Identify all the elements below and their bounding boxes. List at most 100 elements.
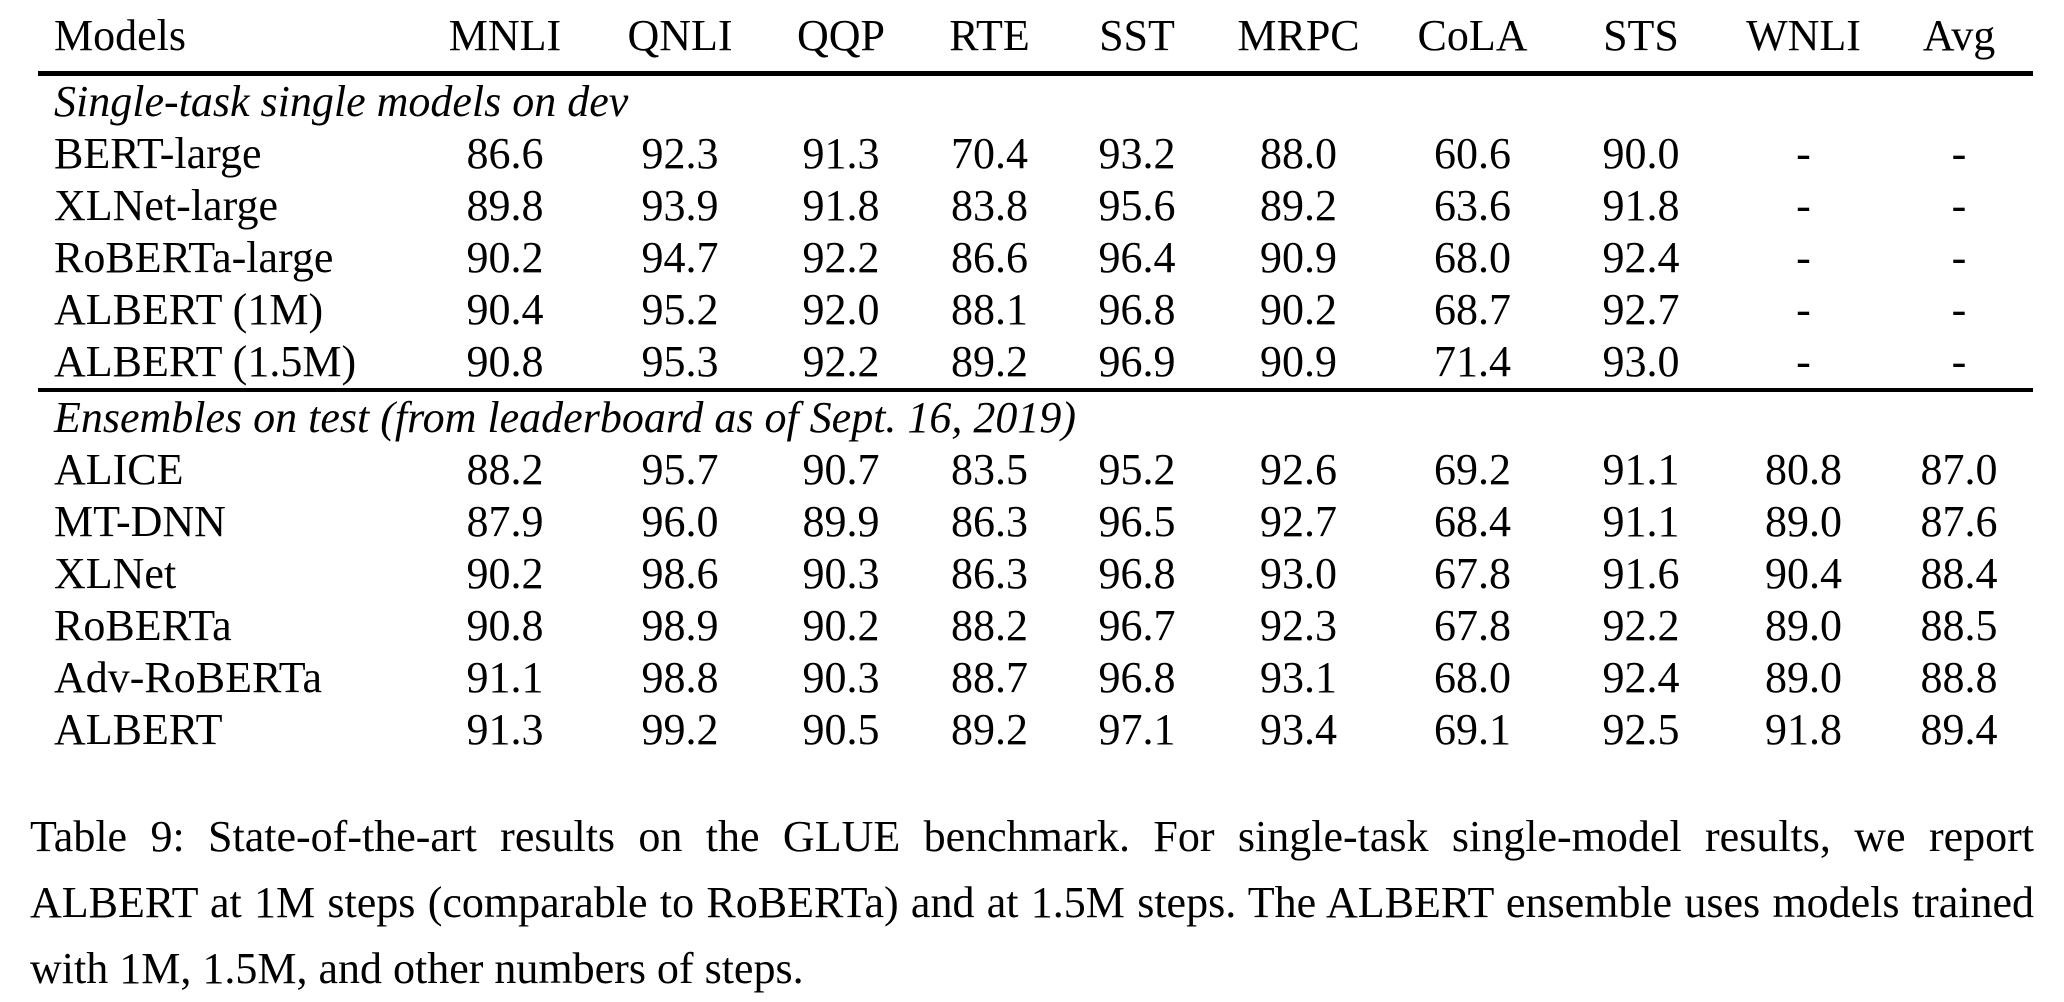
value-cell: 90.4	[466, 285, 544, 334]
value-cell: 90.9	[1260, 233, 1337, 282]
model-name-cell: ALICE	[54, 445, 184, 494]
value-cell: 98.6	[641, 549, 719, 598]
value-cell: 92.4	[1602, 653, 1680, 702]
value-cell: 96.8	[1098, 549, 1176, 598]
value-cell: 92.2	[1602, 601, 1680, 650]
table-row: Adv-RoBERTa 91.1 98.8 90.3 88.7 96.8 93.1 68.0 9…	[38, 652, 2033, 704]
value-cell: 69.1	[1434, 705, 1511, 754]
value-cell: 90.2	[466, 233, 544, 282]
model-name-cell: RoBERTa-large	[54, 233, 334, 282]
value-cell: 96.7	[1098, 601, 1176, 650]
value-cell: 92.2	[765, 336, 917, 392]
value-cell: 88.5	[1920, 601, 1998, 650]
value-cell: 92.3	[641, 129, 719, 178]
value-cell: 97.1	[1098, 705, 1176, 754]
value-cell: 90.2	[802, 601, 880, 650]
table-body: Single-task single models on dev BERT-lar…	[38, 74, 2033, 757]
value-cell: 91.6	[1602, 549, 1680, 598]
value-cell: 95.7	[641, 445, 719, 494]
value-cell: 92.6	[1260, 445, 1337, 494]
value-cell: 68.7	[1434, 285, 1511, 334]
table-row: RoBERTa 90.8 98.9 90.2 88.2 96.7 92.3 67.8 92.2 8…	[38, 600, 2033, 652]
value-cell: 91.3	[802, 129, 880, 178]
model-name-cell: MT-DNN	[54, 497, 226, 546]
value-cell: 96.9	[1062, 336, 1212, 392]
table-row: RoBERTa-large 90.2 94.7 92.2 86.6 96.4 90.9 68.…	[38, 232, 2033, 284]
value-cell: 88.2	[951, 601, 1028, 650]
model-name-cell: XLNet-large	[54, 181, 278, 230]
model-name-cell: ALBERT	[54, 705, 223, 754]
table-row: ALICE 88.2 95.7 90.7 83.5 95.2 92.6 69.2 91.1 80.…	[38, 444, 2033, 496]
column-header-qqp: QQP	[765, 0, 917, 76]
value-cell: 91.3	[466, 705, 544, 754]
value-cell: 80.8	[1765, 445, 1842, 494]
paper-page: Models MNLI QNLI QQP RTE SST MRPC CoLA STS WNLI Av…	[30, 0, 2034, 993]
value-cell: 87.9	[466, 497, 544, 546]
value-cell: 91.1	[1602, 445, 1680, 494]
value-cell: 86.6	[466, 129, 544, 178]
value-cell: 83.8	[951, 181, 1028, 230]
value-cell: 89.9	[802, 497, 880, 546]
value-cell: 91.8	[1765, 705, 1842, 754]
value-cell: 94.7	[641, 233, 719, 282]
value-cell: -	[1951, 129, 1967, 178]
table-caption: Table 9: State-of-the-art results on the…	[30, 812, 2034, 993]
value-cell: 96.8	[1098, 653, 1176, 702]
model-name-cell: XLNet	[54, 549, 177, 598]
value-cell: 90.8	[466, 601, 544, 650]
value-cell: 91.8	[1602, 181, 1680, 230]
value-cell: 93.9	[641, 181, 719, 230]
value-cell: 93.0	[1560, 336, 1722, 392]
value-cell: 95.2	[1098, 445, 1176, 494]
value-cell: 90.9	[1212, 336, 1385, 392]
table-row: XLNet-large 89.8 93.9 91.8 83.8 95.6 89.2 63.6 9…	[38, 180, 2033, 232]
column-header-rte: RTE	[917, 0, 1062, 76]
glue-results-table: Models MNLI QNLI QQP RTE SST MRPC CoLA STS WNLI Av…	[38, 0, 2033, 756]
value-cell: -	[1796, 129, 1811, 178]
value-cell: -	[1722, 336, 1885, 392]
value-cell: 60.6	[1434, 129, 1511, 178]
value-cell: 93.2	[1098, 129, 1176, 178]
value-cell: 87.0	[1920, 445, 1998, 494]
value-cell: 99.2	[641, 705, 719, 754]
value-cell: 69.2	[1434, 445, 1511, 494]
value-cell: 92.7	[1602, 285, 1680, 334]
column-header-cola: CoLA	[1385, 0, 1560, 76]
value-cell: 92.3	[1260, 601, 1337, 650]
value-cell: 88.4	[1920, 549, 1998, 598]
column-header-qnli: QNLI	[595, 0, 765, 76]
value-cell: 90.4	[1765, 549, 1842, 598]
value-cell: 87.6	[1920, 497, 1998, 546]
value-cell: 95.2	[641, 285, 719, 334]
value-cell: 96.5	[1098, 497, 1176, 546]
value-cell: -	[1951, 181, 1967, 230]
value-cell: 91.1	[466, 653, 544, 702]
value-cell: 89.8	[466, 181, 544, 230]
value-cell: 68.0	[1434, 653, 1511, 702]
value-cell: -	[1796, 285, 1811, 334]
value-cell: 96.4	[1098, 233, 1176, 282]
value-cell: 71.4	[1385, 336, 1560, 392]
value-cell: -	[1796, 233, 1811, 282]
value-cell: -	[1951, 233, 1967, 282]
value-cell: 89.0	[1765, 497, 1842, 546]
value-cell: 90.8	[415, 336, 595, 392]
table-row: MT-DNN 87.9 96.0 89.9 86.3 96.5 92.7 68.4 91.1 89…	[38, 496, 2033, 548]
value-cell: 70.4	[951, 129, 1028, 178]
value-cell: 86.6	[951, 233, 1028, 282]
section-label: Single-task single models on dev	[54, 77, 629, 126]
value-cell: 90.2	[466, 549, 544, 598]
value-cell: 83.5	[951, 445, 1028, 494]
value-cell: -	[1796, 181, 1811, 230]
value-cell: 92.4	[1602, 233, 1680, 282]
value-cell: 86.3	[951, 549, 1028, 598]
value-cell: 93.1	[1260, 653, 1337, 702]
value-cell: 91.8	[802, 181, 880, 230]
header-row: Models MNLI QNLI QQP RTE SST MRPC CoLA STS WNLI Av…	[38, 0, 2033, 76]
value-cell: 89.4	[1920, 705, 1998, 754]
value-cell: 89.2	[951, 705, 1028, 754]
column-header-sts: STS	[1560, 0, 1722, 76]
model-name-cell: Adv-RoBERTa	[54, 653, 323, 702]
value-cell: 88.8	[1920, 653, 1998, 702]
value-cell: 95.3	[595, 336, 765, 392]
